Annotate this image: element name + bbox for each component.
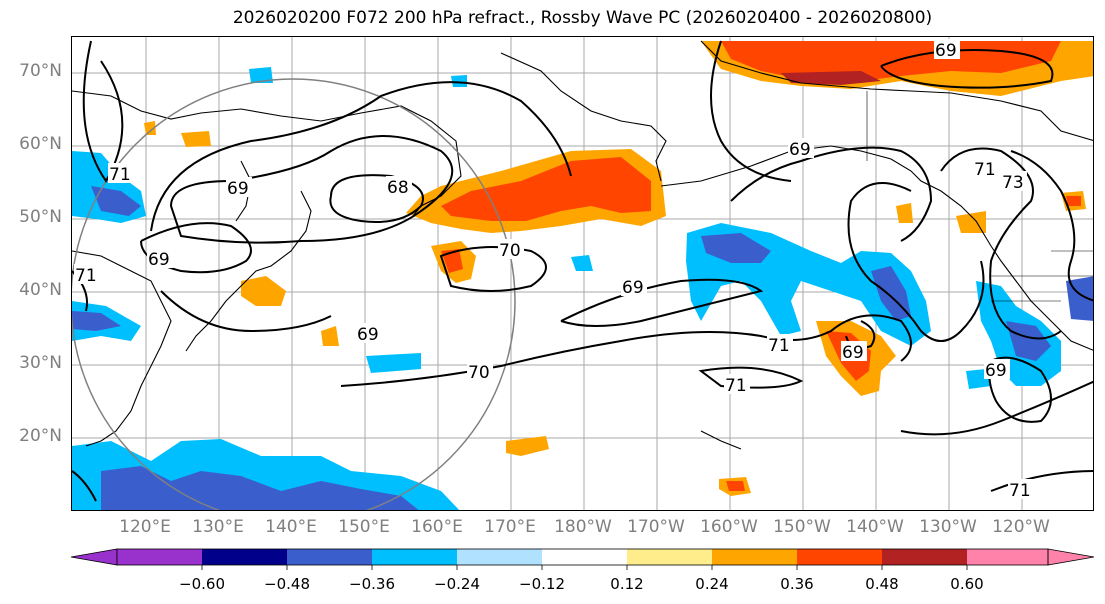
lat-label-40n: 40°N bbox=[19, 280, 62, 300]
lon-label-160w: 160°W bbox=[700, 517, 758, 537]
contour-label: 68 bbox=[387, 178, 409, 198]
colorbar-bin bbox=[117, 549, 202, 565]
lon-label-180w: 180°W bbox=[554, 517, 612, 537]
contour-label: 69 bbox=[622, 278, 644, 298]
contour-label: 70 bbox=[499, 241, 521, 261]
contour-label: 69 bbox=[357, 325, 379, 345]
colorbar-bin bbox=[627, 549, 712, 565]
lon-label-170e: 170°E bbox=[484, 517, 536, 537]
lat-label-20n: 20°N bbox=[19, 426, 62, 446]
contour-label: 69 bbox=[935, 41, 957, 61]
colorbar-tick: −0.24 bbox=[434, 575, 480, 593]
gridlines bbox=[72, 37, 1093, 510]
lon-label-130w: 130°W bbox=[919, 517, 977, 537]
map-title: 2026020200 F072 200 hPa refract., Rossby… bbox=[232, 8, 933, 28]
contour-label: 69 bbox=[985, 361, 1007, 381]
contour-label: 71 bbox=[768, 336, 790, 356]
contour-label: 71 bbox=[1009, 481, 1031, 501]
lon-label-150w: 150°W bbox=[773, 517, 831, 537]
colorbar-tick: −0.48 bbox=[264, 575, 310, 593]
lon-label-120e: 120°E bbox=[119, 517, 171, 537]
contour-label: 69 bbox=[789, 140, 811, 160]
colorbar-bin bbox=[287, 549, 372, 565]
lon-label-140w: 140°W bbox=[846, 517, 904, 537]
lon-label-120w: 120°W bbox=[992, 517, 1050, 537]
lat-label-50n: 50°N bbox=[19, 207, 62, 227]
contour-label: 70 bbox=[468, 363, 490, 383]
negative-anomaly-patches bbox=[72, 67, 1093, 510]
colorbar-bin bbox=[457, 549, 542, 565]
contour-labels: 69 68 70 71 69 69 69 70 71 71 69 69 69 7… bbox=[74, 39, 1034, 501]
lat-label-30n: 30°N bbox=[19, 353, 62, 373]
colorbar-bin bbox=[542, 549, 627, 565]
coastlines bbox=[72, 40, 1093, 450]
colorbar-bin bbox=[712, 549, 797, 565]
colorbar-tick: −0.36 bbox=[349, 575, 395, 593]
contour-label: 71 bbox=[725, 376, 747, 396]
colorbar-tick: 0.24 bbox=[695, 575, 729, 593]
lon-label-140e: 140°E bbox=[265, 517, 317, 537]
reference-circle bbox=[72, 78, 516, 510]
country-borders bbox=[866, 91, 1093, 302]
colorbar-bin bbox=[202, 549, 287, 565]
lon-label-130e: 130°E bbox=[192, 517, 244, 537]
lat-label-60n: 60°N bbox=[19, 134, 62, 154]
lat-label-70n: 70°N bbox=[19, 61, 62, 81]
colorbar-tick: 0.36 bbox=[780, 575, 814, 593]
contour-label: 71 bbox=[109, 165, 131, 185]
contour-label: 71 bbox=[75, 266, 97, 286]
colorbar-max-extension bbox=[1047, 548, 1095, 566]
colorbar-tick: 0.48 bbox=[865, 575, 899, 593]
colorbar-tick: 0.12 bbox=[610, 575, 644, 593]
colorbar-bin bbox=[372, 549, 457, 565]
positive-anomaly-patches bbox=[144, 41, 1093, 496]
lon-label-150e: 150°E bbox=[338, 517, 390, 537]
map-canvas: 69 68 70 71 69 69 69 70 71 71 69 69 69 7… bbox=[72, 37, 1093, 510]
colorbar-tick: −0.60 bbox=[179, 575, 225, 593]
contour-label: 69 bbox=[148, 250, 170, 270]
contour-label: 71 bbox=[974, 160, 996, 180]
map-panel: 69 68 70 71 69 69 69 70 71 71 69 69 69 7… bbox=[71, 36, 1094, 511]
lon-label-160e: 160°E bbox=[411, 517, 463, 537]
contour-label: 69 bbox=[842, 343, 864, 363]
lon-label-170w: 170°W bbox=[627, 517, 685, 537]
colorbar-bin bbox=[967, 549, 1048, 565]
colorbar bbox=[70, 548, 1095, 570]
colorbar-tick: 0.60 bbox=[950, 575, 984, 593]
contour-label: 69 bbox=[227, 179, 249, 199]
contour-label: 73 bbox=[1002, 173, 1024, 193]
colorbar-min-extension bbox=[70, 548, 118, 566]
colorbar-bin bbox=[797, 549, 882, 565]
colorbar-bin bbox=[882, 549, 967, 565]
colorbar-tick: −0.12 bbox=[519, 575, 565, 593]
